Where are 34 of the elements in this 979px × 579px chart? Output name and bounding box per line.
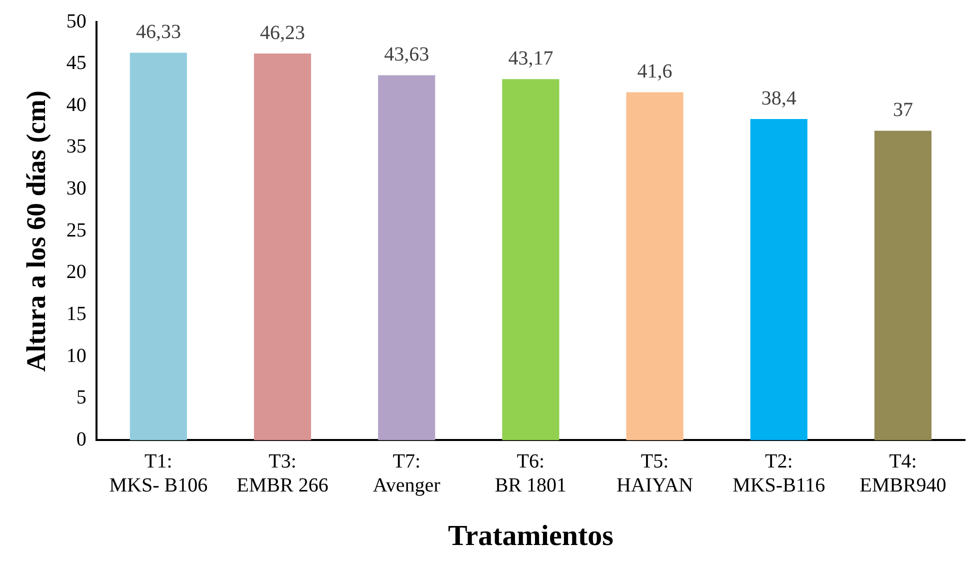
data-label: 46,33 (136, 20, 181, 43)
data-label: 37 (892, 98, 913, 121)
y-tick-label: 40 (66, 94, 86, 116)
y-tick-label: 45 (66, 52, 86, 74)
y-tick-label: 50 (66, 10, 86, 32)
x-tick-label: T5: HAIYAN (616, 450, 694, 496)
x-tick-label: T4: EMBR940 (860, 450, 946, 496)
x-tick-label: T1: MKS- B106 (109, 450, 208, 496)
bar (750, 119, 808, 440)
y-tick-label: 5 (76, 386, 86, 409)
data-label: 46,23 (260, 22, 306, 44)
bar (502, 79, 560, 440)
y-tick-label: 20 (66, 261, 86, 284)
y-tick-label: 0 (76, 428, 86, 450)
bar (130, 52, 187, 440)
bar (626, 92, 684, 440)
data-label: 38,4 (761, 87, 796, 110)
x-tick-label: T2: MKS-B116 (732, 450, 826, 496)
y-axis-title: Altura a los 60 días (cm) (21, 90, 52, 372)
data-label: 43,17 (508, 47, 554, 70)
x-axis-title: Tratamientos (448, 520, 614, 552)
y-tick-label: 25 (66, 219, 86, 242)
x-tick-label: T3: EMBR 266 (236, 450, 328, 496)
x-tick-label: T6: BR 1801 (494, 450, 567, 496)
y-tick-label: 15 (66, 302, 86, 325)
y-tick-label: 10 (66, 344, 86, 367)
y-tick-label: 35 (66, 136, 86, 158)
bar (874, 130, 932, 440)
x-tick-label: T7: Avenger (372, 450, 441, 496)
data-label: 43,63 (384, 44, 430, 66)
bar (254, 54, 312, 440)
y-tick-label: 30 (66, 178, 86, 200)
bar (378, 75, 436, 440)
data-label: 41,6 (637, 60, 672, 83)
